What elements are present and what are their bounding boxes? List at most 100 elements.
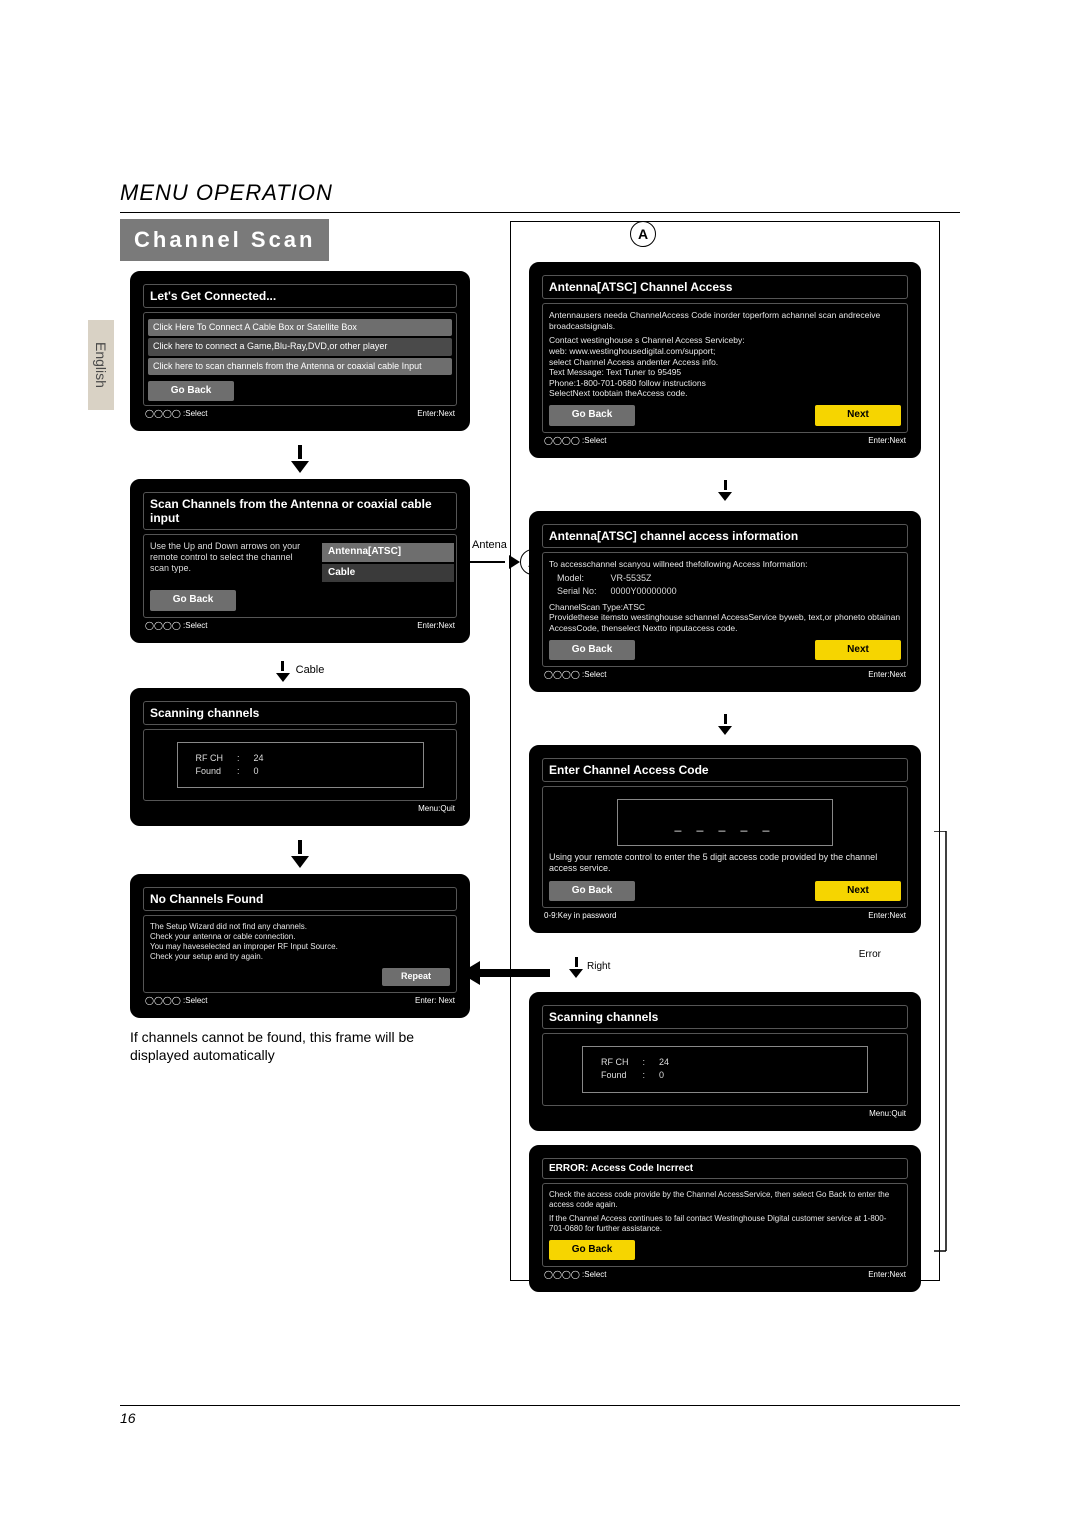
arrow-down-icon [130,836,470,874]
info-line: select Channel Access andenter Access in… [549,357,901,368]
info-line: Contact westinghouse s Channel Access Se… [549,335,901,346]
panel-hints: ◯◯◯◯ :Select Enter:Next [542,433,908,445]
repeat-button[interactable]: Repeat [382,968,450,985]
hint-enter: Enter:Next [417,409,455,418]
arrow-down-icon [130,441,470,479]
panel-title: No Channels Found [143,887,457,911]
found-label: Found [190,766,230,777]
page: English MENU OPERATION Channel Scan A Le… [0,0,1080,1526]
info-line: Providethese itemsto westinghouse schann… [549,612,901,633]
go-back-button[interactable]: Go Back [549,881,635,902]
panel-no-channels: No Channels Found The Setup Wizard did n… [130,874,470,1017]
error-line: Check your antenna or cable connection. [150,932,450,942]
panel-title: Antenna[ATSC] Channel Access [542,275,908,299]
scan-status: RF CH : 24 Found : 0 [177,742,424,789]
language-tab: English [88,320,114,410]
panel-title: Antenna[ATSC] channel access information [542,524,908,548]
found-value: 0 [248,766,270,777]
go-back-button[interactable]: Go Back [150,590,236,611]
panel-channel-access: Antenna[ATSC] Channel Access Antennauser… [529,262,921,458]
info-line: SelectNext toobtain theAccess code. [549,388,901,399]
panel-hints: Menu:Quit [143,801,457,813]
hint-select: ◯◯◯◯ :Select [544,670,607,679]
error-line: Check your setup and try again. [150,952,450,962]
next-button[interactable]: Next [815,881,901,902]
rf-value: 24 [248,753,270,764]
next-button[interactable]: Next [815,405,901,426]
found-label: Found [595,1070,635,1081]
found-value: 0 [653,1070,675,1081]
go-back-button[interactable]: Go Back [549,405,635,426]
info-line: Text Message: Text Tuner to 95495 [549,367,901,378]
next-button[interactable]: Next [815,640,901,661]
panel-error-code: ERROR: Access Code Incrrect Check the ac… [529,1145,921,1293]
hint-enter: Enter:Next [868,911,906,920]
section-title: MENU OPERATION [120,180,960,206]
cable-label: Cable [296,664,325,676]
hint-enter: Enter:Next [417,621,455,630]
page-number: 16 [120,1410,136,1426]
arrow-down-icon [529,706,921,741]
connect-option[interactable]: Click here to scan channels from the Ant… [148,358,452,375]
hint-select: ◯◯◯◯ :Select [145,996,208,1005]
info-line: Phone:1-800-701-0680 follow instructions [549,378,901,389]
rule-top [120,212,960,213]
panel-lets-get-connected: Let's Get Connected... Click Here To Con… [130,271,470,431]
arrow-down-icon [276,653,290,688]
scan-status: RF CH : 24 Found : 0 [582,1046,868,1093]
rf-label: RF CH [190,753,230,764]
hint-select: ◯◯◯◯ :Select [544,436,607,445]
panel-hints: 0-9:Key in password Enter:Next [542,908,908,920]
hint-enter: Enter:Next [868,436,906,445]
error-line: Check the access code provide by the Cha… [549,1190,901,1210]
hint-enter: Enter:Next [868,1270,906,1279]
error-line: You may haveselected an improper RF Inpu… [150,942,450,952]
hint-menu-quit: Menu:Quit [869,1109,906,1118]
option-antenna[interactable]: Antenna[ATSC] [322,543,454,562]
info-line: Using your remote control to enter the 5… [549,852,901,875]
panel-scan-type: Scan Channels from the Antenna or coaxia… [130,479,470,643]
model-value: VR-5535Z [605,573,683,584]
hint-enter: Enter:Next [868,670,906,679]
panel-text: Use the Up and Down arrows on your remot… [150,541,314,573]
layout: A Let's Get Connected... Click Here To C… [120,271,960,1331]
arrow-down-icon [529,472,921,507]
serial-label: Serial No: [551,586,603,597]
panel-hints: ◯◯◯◯ :Select Enter:Next [542,1267,908,1279]
branch-labels: Right Error [529,947,921,988]
model-label: Model: [551,573,603,584]
panel-title: Enter Channel Access Code [542,758,908,782]
connect-option[interactable]: Click Here To Connect A Cable Box or Sat… [148,319,452,336]
go-back-button[interactable]: Go Back [549,640,635,661]
rf-label: RF CH [595,1057,635,1068]
panel-access-info: Antenna[ATSC] channel access information… [529,511,921,693]
info-line: Antennausers needa ChannelAccess Code in… [549,310,901,331]
code-entry[interactable]: _ _ _ _ _ [617,799,833,846]
panel-hints: ◯◯◯◯ :Select Enter: Next [143,993,457,1005]
arrow-down-icon [569,949,583,984]
connect-option[interactable]: Click here to connect a Game,Blu-Ray,DVD… [148,338,452,355]
panel-scanning-right: Scanning channels RF CH : 24 [529,992,921,1131]
caption-text: If channels cannot be found, this frame … [130,1028,470,1066]
panel-title: Scan Channels from the Antenna or coaxia… [143,492,457,530]
option-cable[interactable]: Cable [322,564,454,583]
go-back-button[interactable]: Go Back [148,381,234,402]
hint-keyin: 0-9:Key in password [544,911,616,920]
serial-value: 0000Y00000000 [605,586,683,597]
scan-type: ChannelScan Type:ATSC [549,602,901,613]
right-label: Right [587,961,610,972]
panel-enter-code: Enter Channel Access Code _ _ _ _ _ Usin… [529,745,921,933]
panel-title: ERROR: Access Code Incrrect [542,1158,908,1179]
panel-hints: ◯◯◯◯ :Select Enter:Next [542,667,908,679]
hint-select: ◯◯◯◯ :Select [145,409,208,418]
panel-title: Scanning channels [542,1005,908,1029]
info-line: To accesschannel scanyou willneed thefol… [549,559,901,570]
info-line: web: www.westinghousedigital.com/support… [549,346,901,357]
error-line: If the Channel Access continues to fail … [549,1214,901,1234]
go-back-button[interactable]: Go Back [549,1240,635,1261]
panel-title: Let's Get Connected... [143,284,457,308]
code-dashes: _ _ _ _ _ [628,808,822,837]
panel-hints: ◯◯◯◯ :Select Enter:Next [143,406,457,418]
panel-hints: Menu:Quit [542,1106,908,1118]
hint-menu-quit: Menu:Quit [418,804,455,813]
